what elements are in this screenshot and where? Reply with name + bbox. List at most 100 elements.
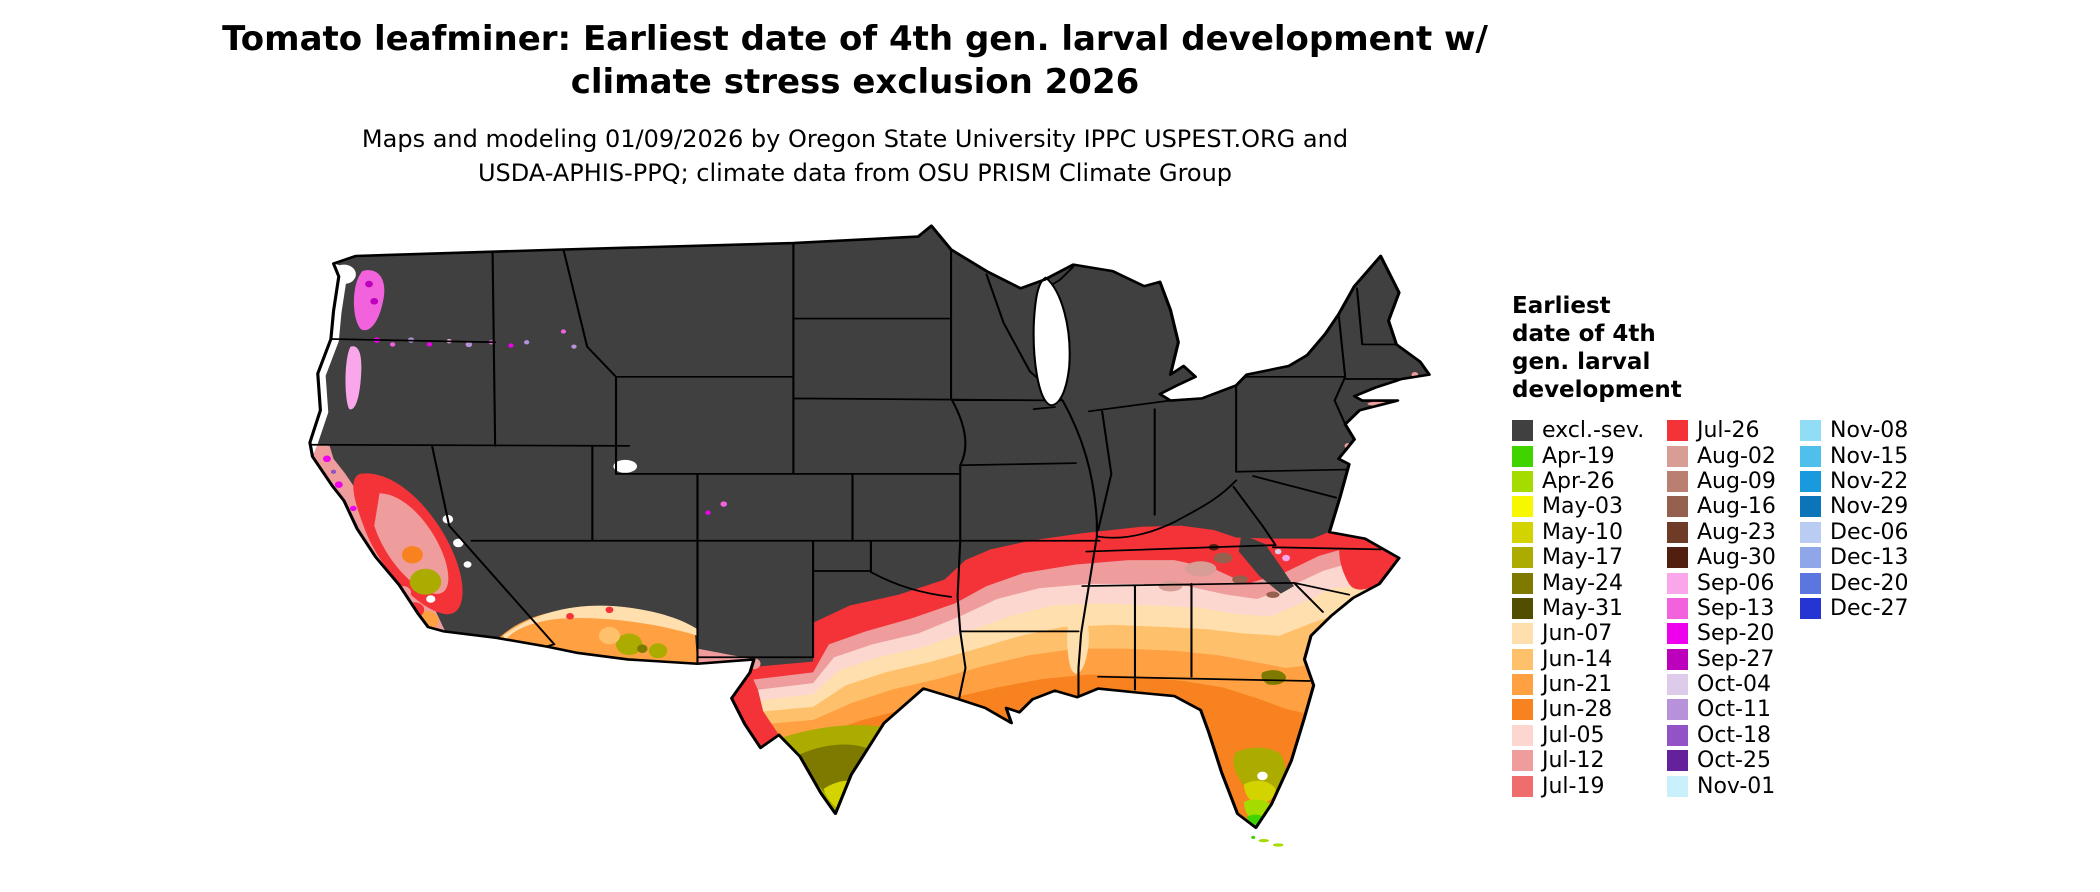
legend-swatch bbox=[1512, 724, 1533, 746]
legend-label: Apr-19 bbox=[1542, 443, 1615, 469]
map-speck-ca-purple bbox=[330, 469, 337, 474]
legend-label: Jun-07 bbox=[1542, 621, 1613, 647]
legend-item: Jun-28 bbox=[1512, 697, 1644, 722]
map-region-valley-olive bbox=[409, 568, 442, 595]
legend-swatch bbox=[1667, 597, 1688, 619]
map-region-arizona-darkolive bbox=[637, 644, 648, 653]
legend-label: Jul-26 bbox=[1697, 418, 1760, 444]
legend-item: Oct-11 bbox=[1667, 697, 1776, 722]
legend-swatch bbox=[1512, 648, 1533, 670]
legend-item: Aug-02 bbox=[1667, 443, 1776, 469]
legend-swatch bbox=[1667, 699, 1688, 721]
map-region-florida-olive bbox=[1233, 747, 1286, 795]
legend-label: Oct-18 bbox=[1697, 722, 1771, 748]
legend-swatch bbox=[1667, 724, 1688, 746]
legend-label: Sep-06 bbox=[1697, 570, 1775, 596]
legend-swatch bbox=[1800, 420, 1821, 442]
legend-label: Jul-12 bbox=[1542, 748, 1605, 774]
legend-label: Dec-20 bbox=[1830, 570, 1909, 596]
map-speck-puget2 bbox=[370, 298, 379, 305]
map-region-appalachian-gray-tongue bbox=[1238, 534, 1294, 594]
legend-swatch bbox=[1800, 597, 1821, 619]
legend-swatch bbox=[1800, 547, 1821, 569]
legend-item: Jun-21 bbox=[1512, 672, 1644, 697]
map-speck-az1 bbox=[566, 613, 574, 620]
legend-swatch bbox=[1512, 699, 1533, 721]
map-speck-ca-magenta1 bbox=[323, 455, 331, 463]
legend-label: Nov-22 bbox=[1830, 468, 1909, 494]
legend-panel: Earliest date of 4th gen. larval develop… bbox=[1512, 292, 1932, 808]
legend-swatch bbox=[1512, 445, 1533, 467]
subtitle-line2: USDA-APHIS-PPQ; climate data from OSU PR… bbox=[477, 159, 1233, 187]
legend-swatch bbox=[1667, 496, 1688, 518]
state-borders bbox=[309, 235, 1401, 710]
legend-swatch bbox=[1512, 470, 1533, 492]
legend-swatch bbox=[1800, 496, 1821, 518]
map-speck-socal-white bbox=[426, 595, 436, 603]
map-speck-sierra2 bbox=[453, 538, 464, 548]
legend-label: May-24 bbox=[1542, 570, 1624, 596]
legend-label: Sep-20 bbox=[1697, 621, 1775, 647]
legend-swatch bbox=[1667, 775, 1688, 797]
map-region-arizona-olive1 bbox=[616, 633, 643, 656]
legend-title: Earliest date of 4th gen. larval develop… bbox=[1512, 292, 1932, 404]
legend-label: Dec-27 bbox=[1830, 595, 1909, 621]
legend-label: Aug-09 bbox=[1697, 468, 1776, 494]
legend-label: excl.-sev. bbox=[1542, 418, 1645, 444]
legend-item: Dec-06 bbox=[1800, 520, 1909, 545]
us-outline bbox=[308, 224, 1431, 829]
map-region-arizona-olive2 bbox=[648, 643, 668, 659]
legend-swatch bbox=[1667, 623, 1688, 645]
legend-swatch bbox=[1512, 521, 1533, 543]
legend-item: May-31 bbox=[1512, 596, 1644, 621]
legend-label: Jun-21 bbox=[1542, 672, 1613, 698]
legend-swatch bbox=[1667, 572, 1688, 594]
legend-swatch bbox=[1512, 750, 1533, 772]
map-region-puget-magenta bbox=[353, 270, 385, 331]
legend-title-line1: Earliest bbox=[1512, 293, 1611, 319]
map-speck-ca-magenta2 bbox=[334, 481, 343, 488]
legend-label: Dec-13 bbox=[1830, 545, 1909, 571]
legend-label: May-31 bbox=[1542, 595, 1624, 621]
map-region-central-valley-pink bbox=[374, 493, 449, 594]
legend-swatch bbox=[1512, 674, 1533, 696]
legend-item: Sep-13 bbox=[1667, 596, 1776, 621]
map-speck-colorado2 bbox=[705, 510, 711, 515]
legend-item: May-10 bbox=[1512, 520, 1644, 545]
legend-label: Nov-15 bbox=[1830, 443, 1909, 469]
legend-item: Jul-26 bbox=[1667, 418, 1776, 443]
legend-label: May-17 bbox=[1542, 545, 1624, 571]
legend-item: Jul-12 bbox=[1512, 748, 1644, 773]
legend-swatch bbox=[1667, 470, 1688, 492]
map-region-arizona-peach-rim bbox=[503, 605, 698, 641]
legend-item: Oct-04 bbox=[1667, 672, 1776, 697]
legend-label: Nov-29 bbox=[1830, 494, 1909, 520]
legend-label: Aug-02 bbox=[1697, 443, 1776, 469]
legend-label: Sep-13 bbox=[1697, 595, 1775, 621]
page-title-line2: climate stress exclusion 2026 bbox=[570, 62, 1140, 102]
legend-swatch bbox=[1667, 521, 1688, 543]
legend-swatch bbox=[1800, 470, 1821, 492]
legend-swatch bbox=[1667, 420, 1688, 442]
map-specks-midsouth-brown bbox=[1158, 544, 1291, 598]
map-region-phoenix-lightorange bbox=[598, 627, 620, 645]
legend-swatch bbox=[1512, 775, 1533, 797]
legend-item: Nov-15 bbox=[1800, 443, 1909, 469]
legend-item: Dec-13 bbox=[1800, 545, 1909, 570]
lake-michigan bbox=[1032, 276, 1071, 406]
legend-swatch bbox=[1512, 623, 1533, 645]
map-region-riogrande-strip bbox=[731, 672, 779, 748]
legend-rows: excl.-sev. Apr-19 Apr-26 May-03 May-10 M… bbox=[1512, 418, 1932, 808]
legend-item: Dec-20 bbox=[1800, 570, 1909, 596]
legend-label: Sep-27 bbox=[1697, 646, 1775, 672]
legend-label: May-03 bbox=[1542, 494, 1624, 520]
legend-label: Apr-26 bbox=[1542, 468, 1615, 494]
legend-item: Jul-05 bbox=[1512, 723, 1644, 748]
legend-swatch bbox=[1512, 547, 1533, 569]
legend-item: excl.-sev. bbox=[1512, 418, 1644, 443]
legend-label: Nov-08 bbox=[1830, 418, 1909, 444]
map-speck-delmarva3 bbox=[1349, 484, 1357, 490]
legend-swatch bbox=[1800, 521, 1821, 543]
legend-column-1: excl.-sev. Apr-19 Apr-26 May-03 May-10 M… bbox=[1512, 418, 1644, 799]
